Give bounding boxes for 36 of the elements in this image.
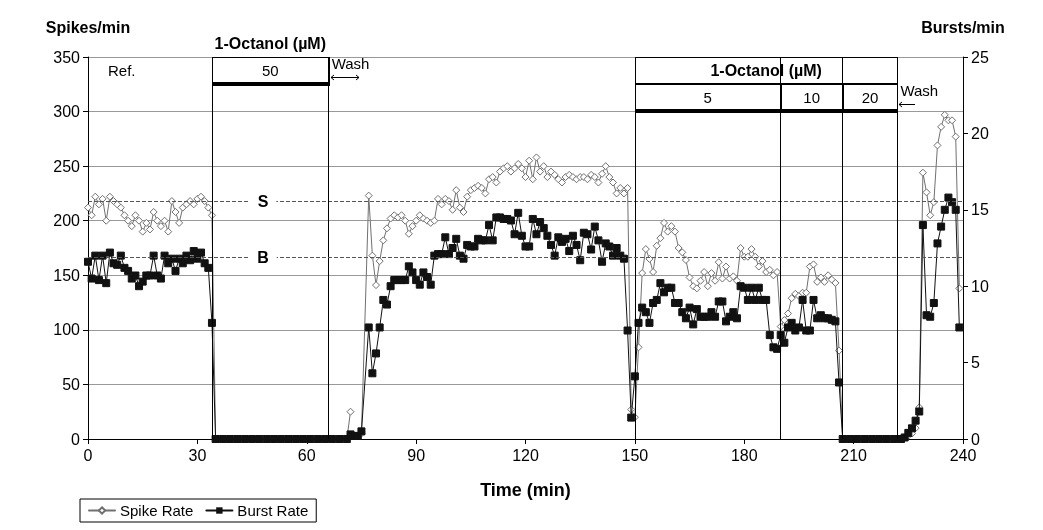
y2-tick-label: 15 [971, 201, 989, 219]
y2-tick-label: 25 [971, 48, 989, 66]
x-tick-label: 240 [949, 446, 977, 464]
x-tick-label: 180 [730, 446, 758, 464]
ref-line-label: S [257, 192, 269, 210]
legend-label: Burst Rate [237, 502, 309, 519]
y-axis-title: Spikes/min [45, 18, 131, 36]
x-tick-label: 120 [512, 446, 539, 464]
y2-tick-label: 0 [971, 430, 980, 448]
annotation: Wash [900, 81, 939, 101]
y-tick-label: 350 [53, 48, 81, 66]
ref-line-label: B [257, 248, 269, 266]
x-tick-label: 0 [83, 446, 93, 464]
x-tick-label: 90 [407, 446, 426, 464]
y2-tick-label: 5 [971, 354, 980, 372]
x-axis-title: Time (min) [480, 480, 571, 500]
y2-tick-label: 10 [971, 277, 989, 295]
y-tick-label: 250 [53, 157, 81, 175]
y-tick-label: 300 [53, 103, 81, 121]
y2-axis-title: Bursts/min [921, 18, 1005, 36]
y-tick-label: 200 [53, 212, 81, 230]
annotation: 5 [634, 84, 781, 111]
y-tick-label: 150 [53, 266, 81, 284]
annotation: Wash [331, 54, 370, 74]
x-tick-label: 60 [297, 446, 316, 464]
x-tick-label: 30 [188, 446, 207, 464]
x-tick-label: 210 [840, 446, 868, 464]
text: 1-Octanol (µM) [213, 34, 327, 54]
y-tick-label: 100 [53, 321, 81, 339]
y2-tick-label: 20 [971, 124, 989, 142]
annotation: Ref. [108, 61, 136, 81]
legend-label: Spike Rate [120, 502, 194, 519]
y-tick-label: 0 [71, 430, 81, 448]
y-tick-label: 50 [62, 375, 81, 393]
x-tick-label: 150 [621, 446, 649, 464]
annotation: 10 [780, 84, 843, 111]
